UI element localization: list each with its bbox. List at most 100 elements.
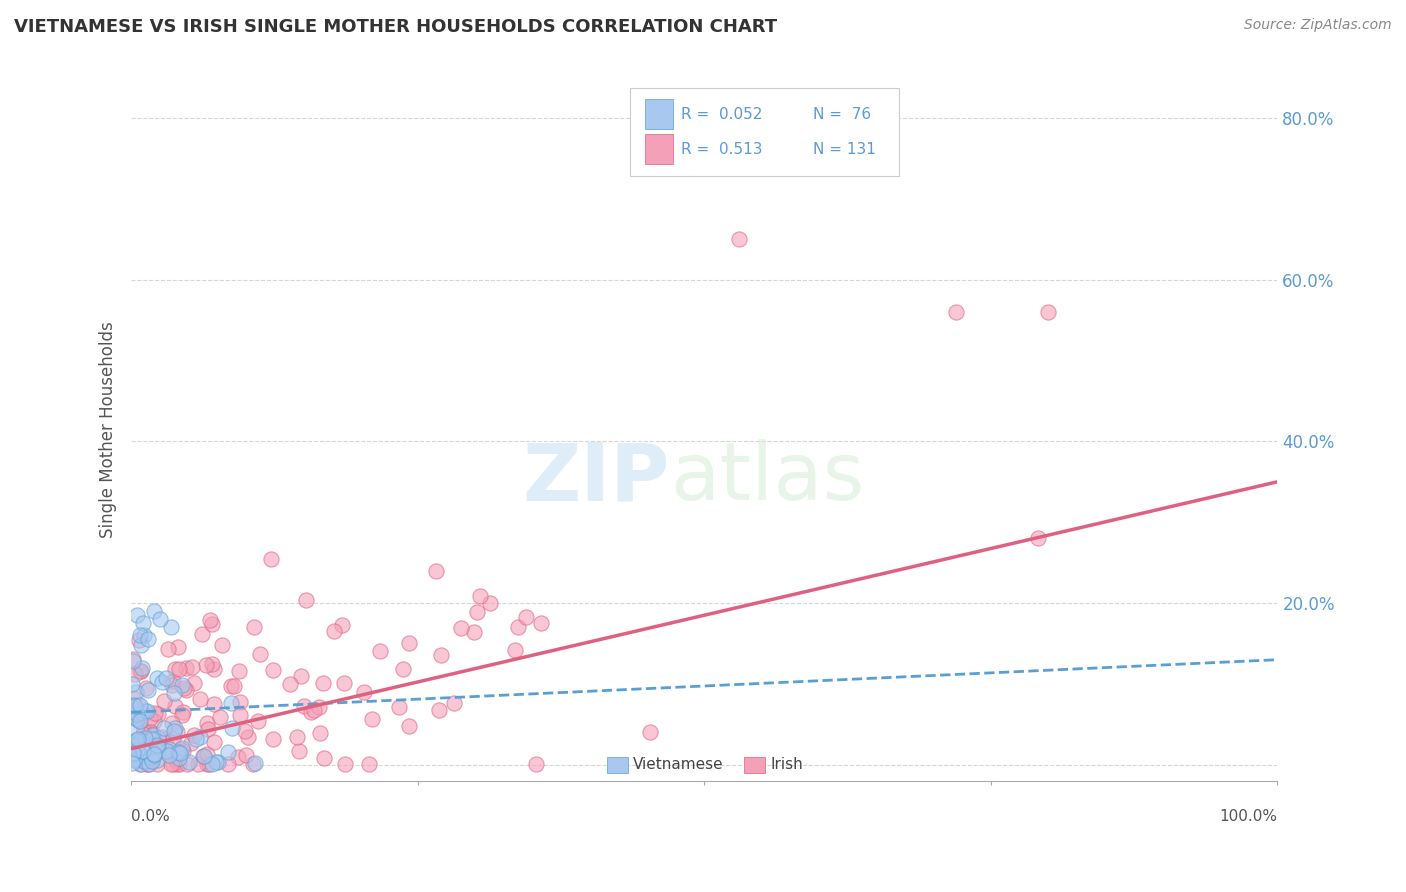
Point [146, 738, 169, 752]
Point [197, 722, 219, 736]
Point [129, 714, 152, 728]
Point [425, 564, 447, 578]
Point [515, 610, 537, 624]
Point [163, 686, 186, 700]
Point [138, 632, 160, 647]
Point [222, 679, 245, 693]
Point [398, 719, 420, 733]
Point [308, 699, 330, 714]
Point [450, 620, 472, 634]
Point [183, 728, 205, 742]
Point [125, 608, 148, 623]
Point [142, 714, 165, 728]
Point [360, 712, 382, 726]
Point [143, 604, 166, 618]
Point [295, 593, 318, 607]
Point [122, 698, 145, 712]
Point [122, 651, 145, 665]
Point [129, 639, 152, 653]
Point [529, 615, 551, 630]
Point [129, 664, 152, 678]
Point [125, 712, 148, 726]
Point [478, 596, 501, 610]
Point [190, 627, 212, 641]
Point [129, 628, 152, 642]
Point [124, 732, 146, 747]
Point [165, 721, 187, 735]
Point [127, 734, 149, 748]
Point [468, 589, 491, 603]
Point [388, 699, 411, 714]
Point [141, 754, 163, 768]
Point [359, 757, 381, 772]
Point [188, 730, 211, 744]
Point [506, 620, 529, 634]
Point [167, 640, 190, 654]
Point [169, 662, 191, 676]
Point [162, 674, 184, 689]
Point [146, 753, 169, 767]
Point [262, 731, 284, 746]
Point [242, 757, 264, 772]
Point [136, 704, 159, 718]
Point [167, 757, 190, 772]
Point [146, 744, 169, 758]
Point [121, 676, 143, 690]
Point [465, 606, 488, 620]
Point [172, 678, 194, 692]
Point [235, 747, 257, 762]
Point [146, 671, 169, 685]
Point [141, 731, 163, 746]
Point [246, 714, 269, 728]
Point [155, 731, 177, 746]
Point [141, 724, 163, 739]
Point [142, 748, 165, 763]
Point [122, 743, 145, 757]
Point [228, 695, 250, 709]
Point [122, 690, 145, 705]
Point [191, 748, 214, 763]
Point [124, 738, 146, 752]
Point [727, 232, 749, 246]
Point [142, 728, 165, 742]
Point [125, 723, 148, 737]
Point [195, 716, 218, 731]
Point [128, 757, 150, 772]
FancyBboxPatch shape [744, 757, 765, 772]
Point [169, 746, 191, 760]
Point [463, 624, 485, 639]
Point [122, 753, 145, 767]
Text: ZIP: ZIP [523, 440, 669, 517]
Point [121, 747, 143, 762]
Point [524, 757, 547, 772]
Point [170, 741, 193, 756]
Point [166, 745, 188, 759]
Point [165, 752, 187, 766]
Point [503, 642, 526, 657]
Point [162, 732, 184, 747]
Point [132, 723, 155, 738]
Point [141, 753, 163, 767]
Text: R =  0.513: R = 0.513 [682, 142, 763, 157]
Point [184, 731, 207, 746]
Point [229, 707, 252, 722]
Point [129, 664, 152, 678]
Point [143, 706, 166, 720]
Point [262, 663, 284, 677]
Point [181, 660, 204, 674]
Point [135, 757, 157, 772]
Point [148, 731, 170, 745]
Point [139, 711, 162, 725]
Point [945, 305, 967, 319]
Point [202, 662, 225, 676]
Point [443, 696, 465, 710]
Point [149, 612, 172, 626]
Point [122, 748, 145, 763]
Point [142, 747, 165, 762]
Point [288, 744, 311, 758]
Point [146, 707, 169, 722]
Point [183, 675, 205, 690]
Point [221, 696, 243, 710]
Point [157, 747, 180, 762]
Text: atlas: atlas [669, 440, 865, 517]
